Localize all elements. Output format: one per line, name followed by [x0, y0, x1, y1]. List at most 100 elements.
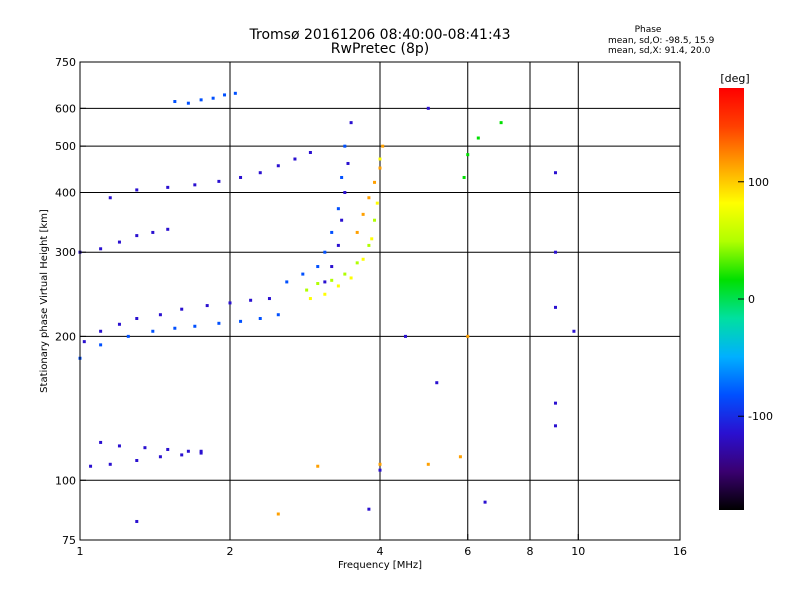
data-point [458, 455, 462, 459]
data-point [367, 196, 371, 200]
x-axis-label: Frequency [MHz] [338, 560, 422, 571]
x-tick-label: 8 [527, 545, 534, 558]
x-tick-label: 1 [77, 545, 84, 558]
data-point [466, 334, 470, 338]
data-point [199, 449, 203, 453]
data-point [435, 381, 439, 385]
data-point [186, 449, 190, 453]
x-tick-label: 16 [673, 545, 687, 558]
data-point [330, 230, 334, 234]
data-point [553, 171, 557, 175]
data-point [308, 297, 312, 301]
data-point [378, 166, 382, 170]
data-point [193, 183, 197, 187]
data-point [199, 451, 203, 455]
data-point [361, 257, 365, 261]
y-tick-label: 600 [55, 102, 76, 115]
axis-ticks [79, 61, 681, 541]
stats-x-line: mean, sd,X: 91.4, 20.0 [608, 46, 711, 56]
y-tick-label: 100 [55, 474, 76, 487]
data-point [483, 500, 487, 504]
data-point [135, 458, 139, 462]
x-tick-labels: 1 2 4 6 8 10 16 [77, 545, 688, 558]
data-point [108, 462, 112, 466]
chart-subtitle: RwPretec (8p) [331, 41, 429, 57]
data-point [553, 424, 557, 428]
data-point [367, 507, 371, 511]
data-point [173, 100, 177, 104]
x-tick-label: 10 [571, 545, 585, 558]
stats-heading: Phase [635, 25, 662, 35]
scatter-points [78, 91, 576, 523]
colorbar-tick-label: 100 [748, 176, 769, 189]
data-point [323, 280, 327, 284]
data-point [308, 150, 312, 154]
data-point [211, 96, 215, 100]
data-point [173, 326, 177, 330]
data-point [553, 250, 557, 254]
y-tick-label: 75 [62, 534, 76, 547]
data-point [228, 301, 232, 305]
grid-lines [80, 62, 680, 540]
data-point [223, 93, 227, 97]
data-point [135, 234, 139, 238]
data-point [276, 313, 280, 317]
data-point [462, 175, 466, 179]
data-point [553, 305, 557, 309]
data-point [151, 329, 155, 333]
data-point [355, 230, 359, 234]
data-point [166, 185, 170, 189]
data-point [158, 313, 162, 317]
data-point [180, 307, 184, 311]
data-point [99, 440, 103, 444]
data-point [367, 243, 371, 247]
data-point [349, 276, 353, 280]
y-tick-label: 200 [55, 330, 76, 343]
data-point [378, 462, 382, 466]
data-point [205, 304, 209, 308]
colorbar: [deg] 100 0 -100 [719, 72, 773, 510]
colorbar-ticks: 100 0 -100 [738, 176, 773, 423]
data-point [135, 519, 139, 523]
data-point [373, 218, 377, 222]
data-point [99, 343, 103, 347]
data-point [378, 468, 382, 472]
data-point [499, 121, 503, 125]
data-point [370, 237, 374, 241]
data-point [476, 136, 480, 140]
data-point [82, 340, 86, 344]
y-tick-label: 400 [55, 186, 76, 199]
data-point [233, 91, 237, 95]
data-point [217, 179, 221, 183]
data-point [217, 321, 221, 325]
data-point [343, 190, 347, 194]
data-point [323, 292, 327, 296]
data-point [166, 447, 170, 451]
data-point [258, 171, 262, 175]
data-point [158, 455, 162, 459]
data-point [553, 401, 557, 405]
y-tick-labels: 75 100 200 300 400 500 600 750 [55, 56, 76, 547]
data-point [293, 157, 297, 161]
data-point [186, 101, 190, 105]
data-point [117, 240, 121, 244]
data-point [330, 265, 334, 269]
data-point [151, 230, 155, 234]
data-point [99, 329, 103, 333]
data-point [166, 227, 170, 231]
data-point [305, 288, 309, 292]
data-point [239, 175, 243, 179]
colorbar-tick-label: -100 [748, 410, 773, 423]
x-tick-label: 4 [377, 545, 384, 558]
data-point [336, 207, 340, 211]
data-point [373, 180, 377, 184]
colorbar-label: [deg] [720, 72, 749, 85]
data-point [99, 247, 103, 251]
data-point [349, 121, 353, 125]
data-point [403, 334, 407, 338]
data-point [316, 282, 320, 286]
data-point [375, 201, 379, 205]
data-point [143, 446, 147, 450]
